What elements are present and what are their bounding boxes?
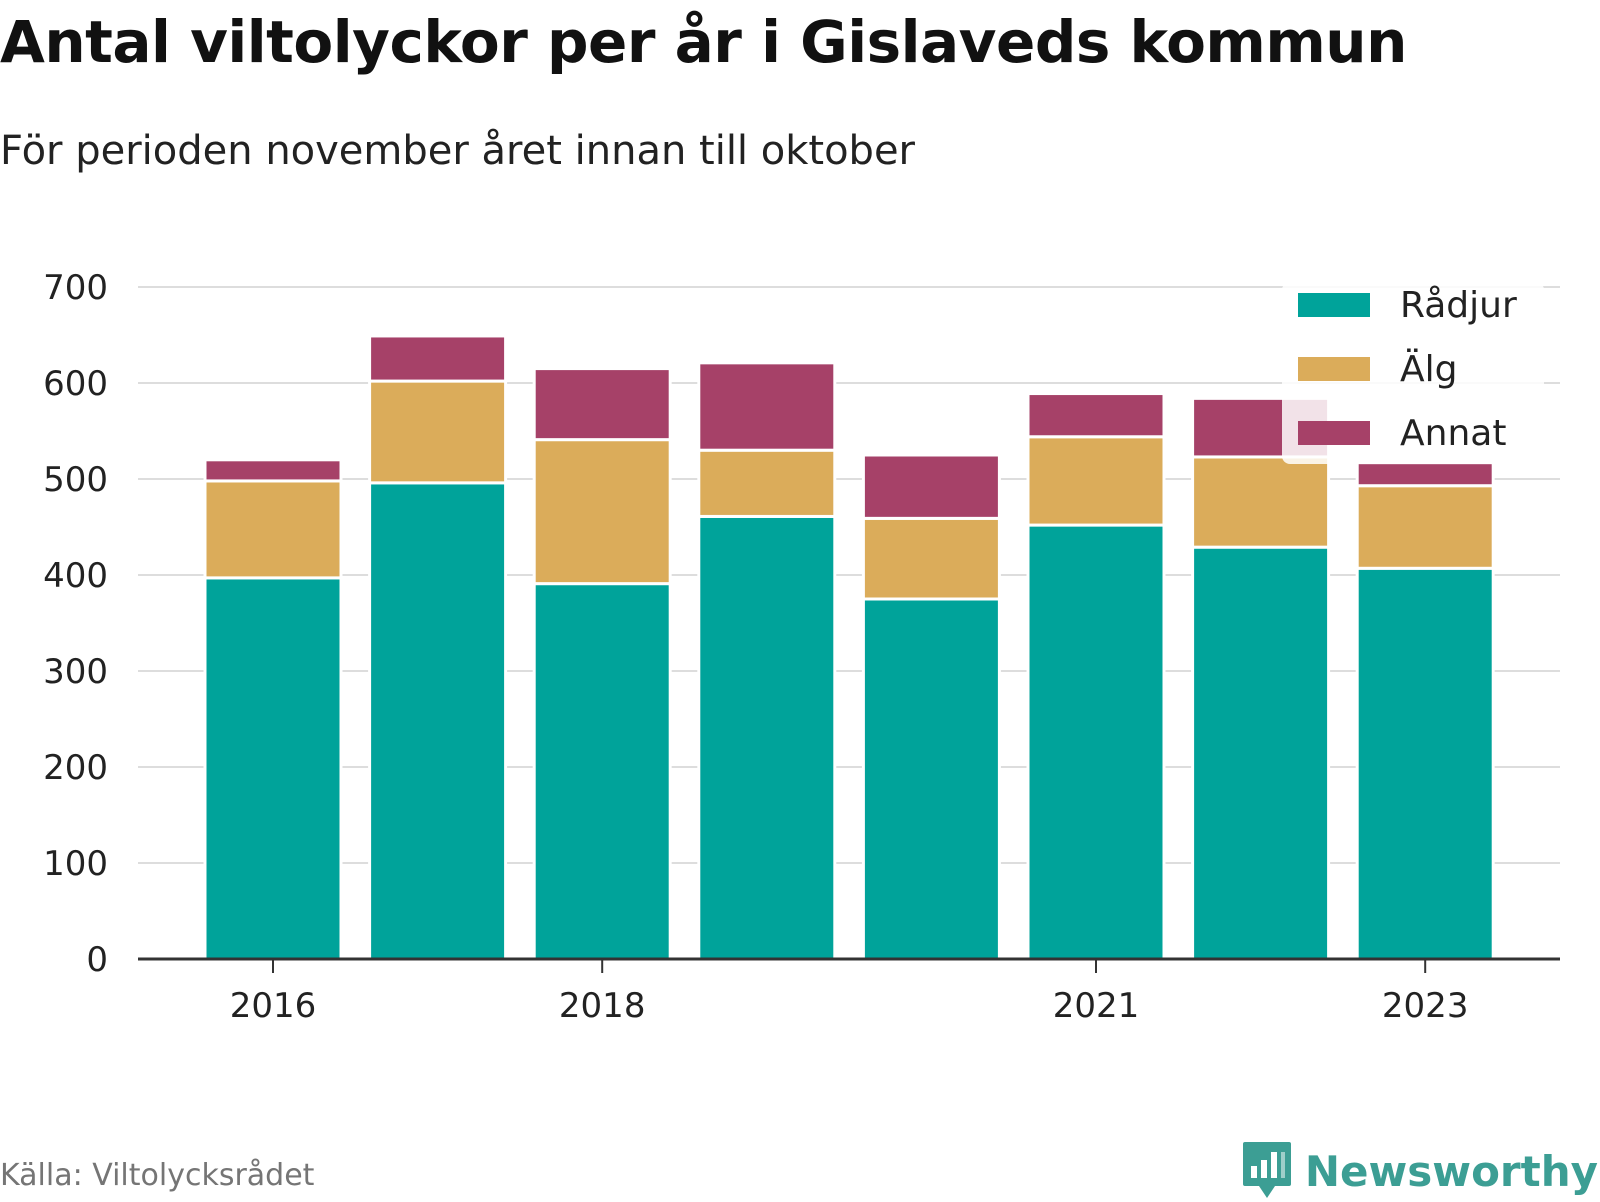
bar-segment-älg bbox=[1026, 435, 1166, 527]
y-tick-label: 600 bbox=[43, 364, 108, 404]
bar-segment-rådjur bbox=[203, 576, 343, 961]
bar-segment-annat bbox=[368, 334, 508, 383]
x-tick-label: 2023 bbox=[1382, 986, 1469, 1026]
bar-segment-rådjur bbox=[1026, 523, 1166, 961]
y-tick-label: 200 bbox=[43, 748, 108, 788]
bar-segment-rådjur bbox=[368, 481, 508, 961]
bar-segment-älg bbox=[1355, 484, 1495, 570]
y-tick-label: 700 bbox=[43, 268, 108, 308]
bar-segment-älg bbox=[532, 438, 672, 586]
bar-segment-älg bbox=[1191, 455, 1331, 549]
legend-label: Älg bbox=[1400, 348, 1457, 390]
bar-segment-rådjur bbox=[1355, 566, 1495, 961]
bar-segment-älg bbox=[861, 516, 1001, 601]
y-tick-label: 500 bbox=[43, 460, 108, 500]
bar-segment-rådjur bbox=[697, 514, 837, 961]
source-note: Källa: Viltolycksrådet bbox=[0, 1158, 315, 1193]
bar-segment-rådjur bbox=[861, 597, 1001, 961]
bar-segment-rådjur bbox=[532, 582, 672, 961]
bar-segment-annat bbox=[1026, 392, 1166, 439]
legend-swatch-rådjur bbox=[1298, 293, 1370, 317]
brand-name: Newsworthy bbox=[1304, 1146, 1598, 1196]
legend-label: Rådjur bbox=[1400, 285, 1517, 326]
y-tick-label: 400 bbox=[43, 556, 108, 596]
x-tick-label: 2021 bbox=[1053, 986, 1140, 1026]
bar-segment-annat bbox=[1355, 461, 1495, 488]
y-tick-label: 300 bbox=[43, 652, 108, 692]
legend-swatch-annat bbox=[1298, 421, 1370, 445]
bar-segment-annat bbox=[203, 458, 343, 483]
x-axis-ticks: 2016 2018 2021 2023 bbox=[230, 959, 1469, 1026]
x-tick-label: 2016 bbox=[230, 986, 317, 1026]
y-tick-label: 100 bbox=[43, 844, 108, 884]
bar-segment-älg bbox=[203, 479, 343, 580]
legend-swatch-älg bbox=[1298, 357, 1370, 381]
legend-background bbox=[1282, 282, 1544, 464]
chart-title: Antal viltolyckor per år i Gislaveds kom… bbox=[0, 8, 1407, 76]
brand-logo: Newsworthy bbox=[1241, 1140, 1598, 1202]
newsworthy-logo-icon bbox=[1242, 1142, 1291, 1198]
bar-segment-annat bbox=[861, 453, 1001, 520]
bar-segment-annat bbox=[532, 367, 672, 442]
bar-segment-annat bbox=[697, 361, 837, 452]
legend: Rådjur Älg Annat bbox=[1282, 282, 1544, 464]
bar-segment-älg bbox=[697, 448, 837, 518]
y-tick-label: 0 bbox=[86, 940, 108, 980]
legend-label: Annat bbox=[1400, 413, 1506, 454]
bar-segment-rådjur bbox=[1191, 545, 1331, 961]
chart-subtitle: För perioden november året innan till ok… bbox=[0, 128, 915, 174]
bar-segment-älg bbox=[368, 379, 508, 485]
y-axis-tick-labels: 0 100 200 300 400 500 600 700 bbox=[43, 268, 108, 980]
bars bbox=[203, 334, 1495, 961]
x-tick-label: 2018 bbox=[559, 986, 646, 1026]
